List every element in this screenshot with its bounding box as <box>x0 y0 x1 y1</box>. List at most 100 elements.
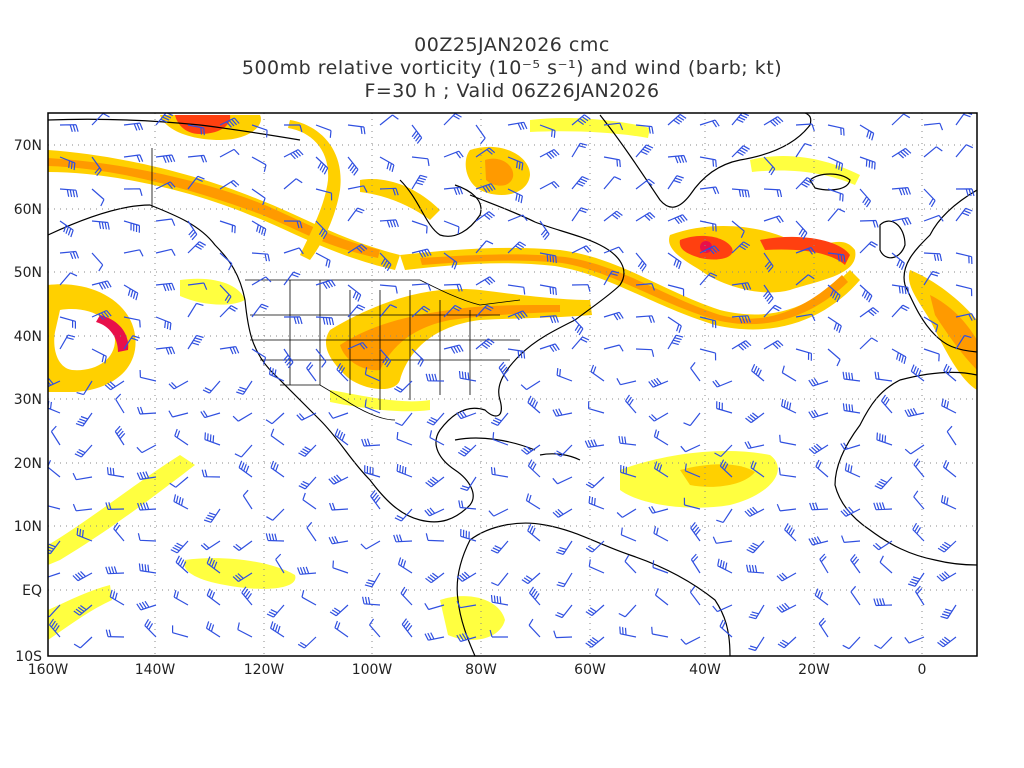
wind-barb <box>588 559 605 574</box>
lat-axis: 70N 60N 50N 40N 30N 20N 10N EQ 10S <box>14 138 42 665</box>
wind-barb <box>187 302 204 318</box>
vort-us-trough-core <box>340 305 560 371</box>
wind-barb <box>913 458 925 478</box>
wind-barb <box>443 252 458 270</box>
wind-barb <box>168 410 189 418</box>
wind-barb <box>48 400 61 414</box>
vort-polar-c-core <box>485 158 514 186</box>
wind-barb <box>585 604 605 617</box>
wind-barb <box>714 444 733 458</box>
wind-barb <box>571 316 584 336</box>
wind-barb <box>923 214 944 222</box>
border-us-canada <box>245 279 521 306</box>
wind-barb <box>443 186 464 196</box>
wind-barb <box>744 506 765 517</box>
wind-barb <box>48 572 61 578</box>
wind-barb <box>411 124 423 144</box>
wind-barb <box>315 188 333 201</box>
wind-barb <box>763 304 782 318</box>
wind-barb <box>616 378 637 386</box>
vort-greenland-e <box>750 155 860 185</box>
wind-barb <box>913 490 925 510</box>
wind-barb <box>251 220 267 237</box>
wind-barb <box>731 282 752 291</box>
wind-barb <box>842 403 861 414</box>
wind-barb <box>620 527 637 542</box>
wind-barb <box>731 113 750 126</box>
wind-barb <box>539 148 560 160</box>
wind-barb <box>364 399 381 414</box>
wind-barb <box>302 492 317 510</box>
wind-barb <box>904 407 925 417</box>
wind-barb <box>748 604 765 620</box>
wind-barb <box>334 620 349 638</box>
wind-barb <box>332 560 349 574</box>
wind-barb <box>492 432 509 446</box>
wind-barb <box>746 564 765 574</box>
wind-barb <box>187 220 198 241</box>
wind-barb <box>699 272 718 286</box>
wind-barb <box>219 179 240 190</box>
wind-barb <box>840 506 861 517</box>
wind-barb <box>144 618 157 638</box>
wind-barb <box>136 600 157 611</box>
wind-barb <box>923 252 943 262</box>
wind-barb <box>284 124 303 133</box>
lon-label-140w: 140W <box>135 662 176 678</box>
wind-barb <box>170 540 189 554</box>
wind-barb <box>635 144 654 158</box>
vort-sa <box>440 596 505 640</box>
wind-barb <box>891 348 907 365</box>
wind-barb <box>940 604 957 620</box>
wind-barb <box>336 362 349 382</box>
wind-barb <box>690 553 701 574</box>
wind-barb <box>443 344 464 354</box>
wind-barb <box>859 188 872 208</box>
wind-barb <box>844 463 861 478</box>
wind-barb <box>136 471 157 480</box>
wind-barb <box>137 502 157 511</box>
wind-barb <box>411 348 425 367</box>
wind-barb <box>699 245 720 255</box>
wind-barb <box>584 439 605 448</box>
wind-barb <box>527 395 541 414</box>
wind-barb <box>173 589 189 606</box>
wind-barb <box>297 636 317 649</box>
map-plot-area <box>48 113 977 656</box>
lon-label-120w: 120W <box>244 662 285 678</box>
wind-barb <box>187 334 204 350</box>
wind-barb <box>59 220 74 238</box>
wind-barb <box>616 508 637 518</box>
wind-barb <box>527 459 541 478</box>
wind-barb <box>690 362 701 382</box>
wind-barb <box>91 220 110 230</box>
wind-barb <box>808 536 829 546</box>
wind-barb <box>347 243 368 254</box>
wind-barb <box>914 585 925 606</box>
wind-barb <box>105 566 125 575</box>
wind-barb <box>904 444 925 455</box>
wind-barb <box>429 430 445 446</box>
wind-barb <box>457 444 477 457</box>
vort-arctic-n <box>530 117 650 138</box>
wind-barb <box>625 394 637 414</box>
wind-barb <box>219 284 232 304</box>
wind-barb <box>425 572 445 584</box>
wind-barb <box>923 348 940 362</box>
wind-barb <box>808 409 829 419</box>
wind-barb <box>251 156 267 172</box>
wind-barb <box>699 119 720 128</box>
wind-barb <box>283 220 303 229</box>
wind-barb <box>859 307 880 318</box>
wind-barb <box>731 188 750 198</box>
wind-barb <box>556 572 573 588</box>
wind-barb <box>443 220 460 235</box>
wind-barb <box>59 188 78 198</box>
wind-barb <box>520 380 541 391</box>
wind-barb <box>955 313 976 321</box>
wind-barb <box>603 156 621 168</box>
lat-label-20n: 20N <box>14 456 42 472</box>
wind-barb <box>334 428 349 446</box>
wind-barb <box>59 272 78 286</box>
wind-barb <box>571 284 591 292</box>
